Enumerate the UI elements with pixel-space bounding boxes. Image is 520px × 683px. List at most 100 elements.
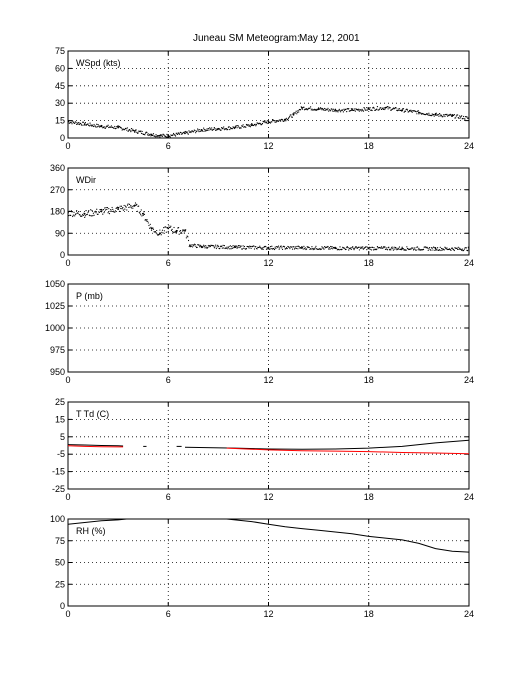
data-point (418, 247, 420, 249)
data-point (446, 113, 448, 115)
data-point (72, 214, 74, 216)
data-point (89, 122, 91, 124)
data-point (253, 248, 256, 250)
data-point (317, 109, 319, 111)
data-point (103, 212, 105, 214)
data-point (291, 248, 294, 250)
data-point (206, 128, 208, 130)
data-point (182, 229, 184, 231)
data-point (204, 130, 206, 132)
data-point (350, 248, 352, 250)
data-point (461, 249, 463, 251)
panel-5: 0 6 12 18 24 0 25 50 75 100 RH (%) (50, 514, 474, 619)
data-point (329, 248, 331, 250)
data-point (97, 123, 99, 126)
data-point (415, 111, 417, 113)
data-point (424, 246, 427, 248)
x-tick-label: 0 (65, 141, 70, 151)
data-point (130, 204, 132, 207)
data-point (279, 119, 281, 121)
data-point (162, 232, 164, 234)
data-point (72, 120, 74, 122)
data-point (355, 246, 357, 248)
data-point (183, 230, 185, 232)
data-point (203, 244, 205, 246)
data-point (369, 107, 371, 109)
data-point (213, 245, 215, 247)
data-point (250, 124, 252, 126)
data-point (251, 123, 253, 125)
data-point (177, 133, 179, 135)
data-point (208, 129, 210, 131)
series-line-2 (226, 447, 469, 455)
data-point (113, 127, 115, 129)
data-point (394, 248, 396, 250)
data-point (306, 246, 308, 248)
data-point (230, 248, 232, 250)
data-point (243, 247, 245, 249)
data-point (459, 117, 461, 119)
data-point (226, 246, 228, 248)
data-point (96, 208, 98, 210)
data-point (366, 106, 368, 109)
data-point (87, 211, 89, 213)
data-point (136, 203, 138, 206)
data-point (251, 124, 254, 126)
data-point (161, 231, 163, 233)
data-point (81, 215, 83, 217)
data-point (189, 244, 191, 246)
y-tick-label: 0 (60, 133, 65, 143)
data-point (108, 213, 111, 215)
x-tick-label: 6 (166, 375, 171, 385)
data-point (398, 109, 400, 112)
data-point (285, 120, 287, 122)
data-point (142, 214, 144, 216)
data-point (191, 130, 193, 132)
data-point (88, 125, 90, 127)
data-point (159, 232, 162, 234)
data-point (382, 107, 384, 109)
data-point (320, 107, 322, 109)
data-point (118, 210, 121, 212)
data-point (269, 248, 271, 250)
data-point (233, 127, 236, 130)
data-point (121, 208, 123, 210)
data-point (356, 247, 358, 249)
data-point (368, 246, 371, 248)
data-point (458, 117, 460, 120)
data-point (82, 214, 84, 217)
data-point (71, 211, 73, 213)
data-point (357, 109, 359, 111)
panel-2: 0 6 12 18 24 0 90 180 270 360 WDir (50, 163, 474, 268)
data-point (235, 246, 237, 248)
data-point (291, 246, 293, 248)
data-point (110, 126, 112, 128)
data-point (331, 246, 333, 248)
data-point (315, 245, 317, 247)
data-point (187, 132, 189, 134)
data-point (172, 134, 174, 136)
data-point (76, 123, 78, 126)
data-point (210, 128, 212, 131)
data-point (163, 227, 165, 229)
data-point (180, 131, 182, 134)
data-point (237, 245, 240, 247)
data-point (276, 246, 278, 248)
data-point (356, 108, 358, 111)
data-point (76, 122, 78, 124)
data-point (144, 132, 147, 134)
data-point (187, 236, 189, 238)
data-point (391, 246, 393, 248)
data-point (328, 110, 330, 112)
data-point (203, 127, 205, 129)
data-point (70, 210, 72, 212)
data-point (123, 204, 125, 207)
data-point (137, 132, 139, 134)
data-point (225, 247, 227, 249)
data-point (168, 225, 170, 227)
data-point (388, 246, 390, 248)
data-point (338, 249, 340, 251)
data-point (312, 248, 314, 250)
data-point (450, 114, 452, 116)
data-point (239, 245, 241, 247)
